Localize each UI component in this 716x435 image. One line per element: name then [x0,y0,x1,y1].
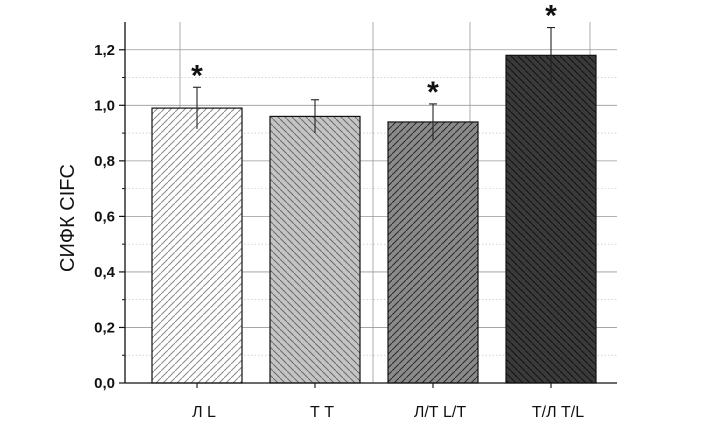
category-label: Л/Т L/T [414,404,467,421]
bar-3 [387,121,479,384]
y-tick-label: 0,4 [94,264,116,281]
y-tick-label: 0,8 [94,153,115,170]
y-axis-title: СИФК CIFC [57,164,79,272]
axis-layer: Л L Т T Л/Т L/T Т/Л T/L 0,0 0,2 0,4 0,6 0,8 1,0 1,… [94,22,617,421]
category-label: Л L [192,404,216,421]
significance-marker: * [545,0,557,33]
y-tick-label: 1,0 [94,97,115,114]
significance-marker: * [191,59,203,92]
y-tick-label: 0,6 [94,208,115,225]
y-tick-label: 0,0 [94,375,115,392]
category-label: Т T [310,404,334,421]
y-tick-label: 1,2 [94,42,115,59]
bars-layer: * * * [151,0,597,384]
bar-4 [505,54,597,384]
bar-1 [151,107,243,384]
y-tick-label: 0,2 [94,319,115,336]
significance-marker: * [427,76,439,109]
category-label: Т/Л T/L [532,404,584,421]
bar-2 [269,115,361,384]
